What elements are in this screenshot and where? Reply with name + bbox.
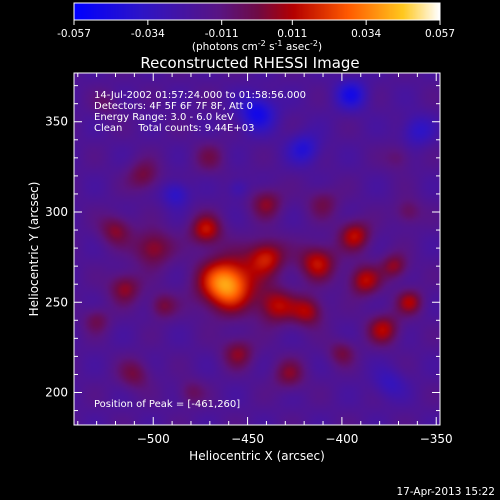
footer-timestamp: 17-Apr-2013 15:22 xyxy=(396,486,495,498)
y-tick-label: 350 xyxy=(45,115,68,129)
y-tick-label: 300 xyxy=(45,205,68,219)
colorbar-tick-label: -0.011 xyxy=(205,28,239,40)
colorbar-ticks: -0.057 -0.034 -0.011 0.011 0.034 0.057 xyxy=(57,20,455,40)
x-axis: −500 −450 −400 −350 xyxy=(77,73,453,446)
x-axis-label: Heliocentric X (arcsec) xyxy=(189,449,325,463)
y-tick-label: 200 xyxy=(45,386,68,400)
info-line-detectors: Detectors: 4F 5F 6F 7F 8F, Att 0 xyxy=(94,101,253,112)
colorbar-units: (photons cm-2 s-1 asec-2) xyxy=(192,39,322,53)
colorbar: -0.057 -0.034 -0.011 0.011 0.034 0.057 (photo… xyxy=(57,2,455,53)
y-tick-label: 250 xyxy=(45,295,68,309)
y-axis: 200 250 300 350 xyxy=(45,85,440,412)
info-block: 14-Jul-2002 01:57:24.000 to 01:58:56.000… xyxy=(94,90,306,134)
peak-position-label: Position of Peak = [-461,260] xyxy=(94,399,240,410)
colorbar-tick-label: 0.011 xyxy=(277,28,307,40)
heatmap-image xyxy=(74,73,440,425)
colorbar-frame xyxy=(73,2,441,21)
x-tick-label: −450 xyxy=(231,432,264,446)
x-tick-label: −350 xyxy=(420,432,453,446)
chart-title: Reconstructed RHESSI Image xyxy=(140,54,359,72)
colorbar-tick-label: -0.057 xyxy=(57,28,91,40)
x-tick-label: −400 xyxy=(325,432,358,446)
colorbar-tick-label: 0.057 xyxy=(425,28,455,40)
colorbar-tick-label: -0.034 xyxy=(131,28,165,40)
colorbar-gradient xyxy=(74,3,440,20)
y-axis-label: Heliocentric Y (arcsec) xyxy=(27,182,41,317)
plot-frame xyxy=(73,72,441,426)
info-line-energy: Energy Range: 3.0 - 6.0 keV xyxy=(94,112,234,123)
info-line-counts: Clean Total counts: 9.44E+03 xyxy=(94,123,254,134)
x-tick-label: −500 xyxy=(137,432,170,446)
info-line-time: 14-Jul-2002 01:57:24.000 to 01:58:56.000 xyxy=(94,90,306,101)
colorbar-tick-label: 0.034 xyxy=(351,28,381,40)
